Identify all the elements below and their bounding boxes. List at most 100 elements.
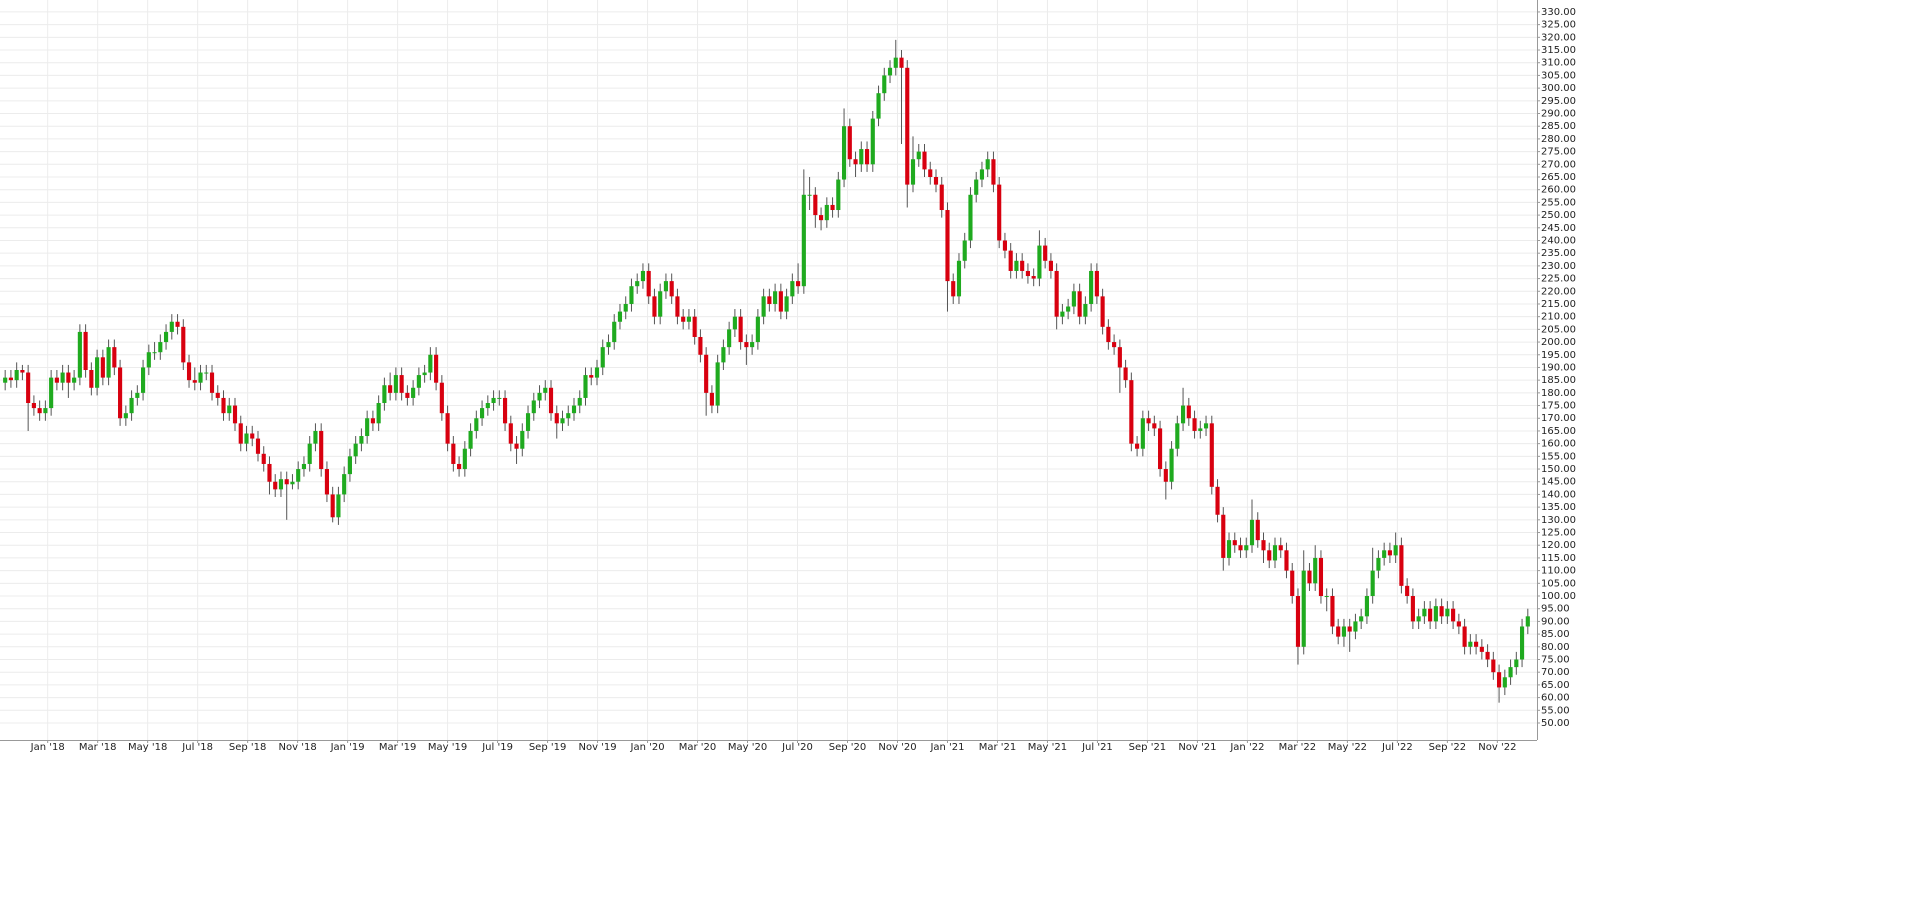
x-tick-label: Sep '20 [829,742,867,753]
y-tick-label: 160.00 [1541,439,1576,450]
candle-body [411,387,416,398]
y-tick-label: 185.00 [1541,375,1576,386]
candle-body [882,75,887,94]
candle-body [1525,616,1530,627]
y-tick-label: 130.00 [1541,515,1576,526]
candle-body [1054,270,1059,317]
candle-body [365,418,370,437]
candle-body [1336,626,1341,637]
candle-body [284,479,289,485]
y-tick-label: 120.00 [1541,540,1576,551]
candle-body [1060,311,1065,317]
candle-body [635,281,640,287]
y-tick-label: 320.00 [1541,32,1576,43]
candle-body [709,392,714,406]
candle-body [715,362,720,406]
candle-body [313,430,318,444]
candle-body [290,481,295,485]
candle-body [1186,405,1191,419]
candle-body [853,159,858,165]
y-tick-label: 165.00 [1541,426,1576,437]
candle-body [899,57,904,68]
candle-body [876,93,881,119]
y-tick-label: 215.00 [1541,299,1576,310]
candle-body [324,469,330,495]
candle-body [1238,545,1243,551]
candle-body [54,377,59,383]
candle-body [422,372,427,376]
candle-body [928,169,933,178]
candle-body [37,408,42,414]
candle-body [370,418,375,424]
candle-body [698,336,703,355]
y-tick-label: 270.00 [1541,159,1576,170]
candle-body [790,281,795,297]
candle-body [1479,646,1484,652]
candle-body [405,392,410,398]
candle-body [428,354,433,373]
candle-body [186,362,192,381]
y-tick-label: 90.00 [1541,616,1570,627]
x-tick-label: May '20 [728,742,767,753]
candle-body [1209,423,1214,487]
x-tick-label: May '21 [1028,742,1067,753]
candle-body [669,281,674,297]
candle-body [278,479,284,490]
candle-body [1198,428,1203,431]
x-tick-label: Jul '21 [1081,742,1113,753]
x-tick-label: Mar '19 [379,742,417,753]
y-tick-label: 110.00 [1541,566,1576,577]
candle-body [1485,651,1490,660]
y-tick-label: 210.00 [1541,312,1576,323]
candle-body [721,347,726,363]
candle-body [1514,659,1519,668]
candle-body [1497,672,1502,688]
candle-body [60,372,65,383]
candle-body [1106,326,1111,343]
candle-body [175,321,180,327]
candle-body [77,331,82,378]
candle-body [301,463,307,470]
y-tick-label: 140.00 [1541,489,1576,500]
candle-body [1221,514,1226,558]
candle-body [675,296,680,317]
y-tick-label: 175.00 [1541,401,1576,412]
candle-body [1278,545,1283,551]
candle-body [916,151,921,160]
x-tick-label: Nov '19 [578,742,616,753]
candle-body [1261,540,1266,551]
candle-body [807,194,812,196]
x-tick-label: Mar '18 [79,742,117,753]
candle-body [778,291,783,312]
candle-body [221,397,226,414]
candle-body [261,453,266,464]
candle-body [89,370,94,388]
candle-body [520,430,525,449]
candle-body [583,375,588,398]
candle-body [571,405,577,414]
candle-body [531,400,536,414]
y-tick-label: 190.00 [1541,362,1576,373]
candle-body [244,433,249,444]
candle-body [43,408,48,414]
candle-body [646,270,651,297]
candle-body [1140,418,1145,449]
candle-body [273,481,278,490]
candle-body [784,296,789,312]
candle-body [158,342,163,353]
candle-body [497,397,502,399]
candle-body [732,316,737,330]
x-tick-label: Nov '20 [878,742,916,753]
candle-body [761,296,766,317]
candle-body [692,316,697,337]
candle-body [508,423,513,444]
candle-body [681,316,686,322]
candle-body [543,387,548,393]
candle-body [1491,659,1496,673]
candle-body [629,286,634,304]
candle-body [307,443,312,464]
candle-body [1468,641,1473,647]
candle-body [1152,423,1157,429]
